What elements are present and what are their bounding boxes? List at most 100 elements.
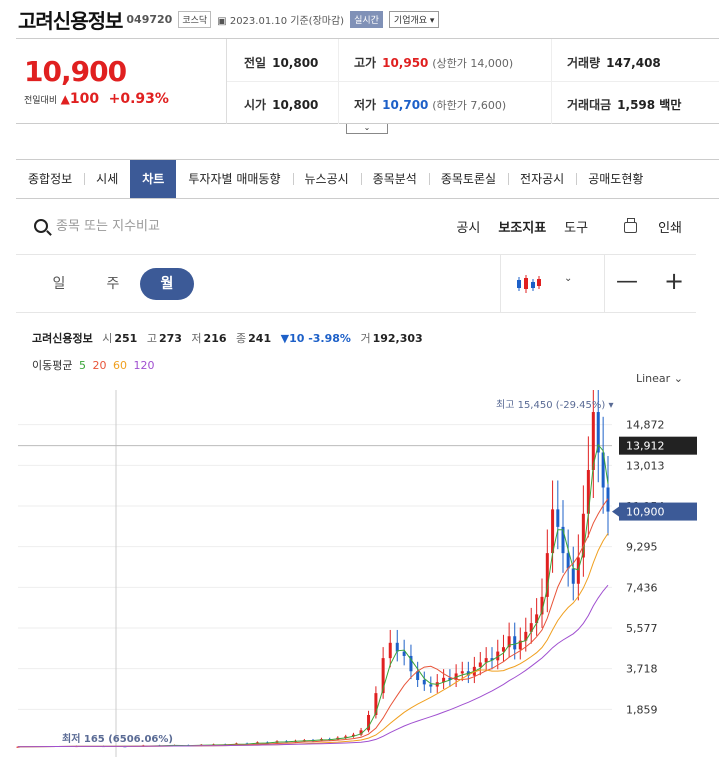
compare-search-input[interactable]	[56, 215, 306, 237]
candle-body	[566, 553, 570, 569]
tab-overview[interactable]: 종합정보	[28, 172, 73, 186]
print-link[interactable]: 인쇄	[606, 217, 682, 236]
legend-change: ▼10 -3.98%	[280, 332, 351, 345]
ma-20[interactable]: 20	[92, 359, 107, 372]
ma-60[interactable]: 60	[112, 359, 127, 372]
candle-body	[381, 658, 385, 694]
crosshair-price-label-bg	[619, 436, 697, 455]
zoom-out-button[interactable]: —	[616, 269, 638, 294]
main-tabs: 종합정보 시세 차트 투자자별 매매동향 뉴스공시 종목분석 종목토론실 전자공…	[16, 159, 719, 199]
volume: 거래량 147,408	[567, 56, 661, 70]
candle-body	[507, 636, 511, 648]
tool-links: 공시 보조지표 도구 인쇄	[438, 217, 682, 236]
up-triangle-icon: ▲	[60, 92, 70, 106]
chevron-down-icon: ⌄	[673, 372, 683, 385]
tab-discussion[interactable]: 종목토론실	[428, 160, 508, 198]
candle-body	[484, 658, 488, 663]
candle-body	[586, 470, 590, 514]
ma-120[interactable]: 120	[133, 359, 155, 372]
candle-body	[513, 636, 517, 650]
legend-volume: 192,303	[372, 332, 423, 345]
high-price: 고가 10,950 (상한가 14,000)	[354, 56, 514, 70]
period-day[interactable]: 일	[52, 276, 66, 292]
tab-short-selling[interactable]: 공매도현황	[576, 160, 655, 198]
moving-average-legend: 이동평균 5 20 60 120	[32, 357, 157, 373]
market-badge: 코스닥	[178, 10, 212, 28]
candle-body	[540, 596, 544, 615]
tools-link[interactable]: 도구	[564, 221, 589, 236]
date-text: ▣ 2023.01.10 기준(장마감)	[217, 15, 345, 27]
ma-label: 이동평균	[32, 359, 73, 372]
period-month[interactable]: 월	[140, 268, 194, 300]
printer-icon	[624, 218, 638, 233]
candle-body	[518, 640, 522, 650]
candle-body	[409, 655, 413, 672]
chevron-down-icon: ⌄	[363, 123, 371, 132]
chevron-down-icon: ▾	[429, 15, 435, 26]
stock-title-bar: 고려신용정보 049720 코스닥 ▣ 2023.01.10 기준(장마감) 실…	[18, 6, 440, 33]
company-overview-dropdown[interactable]: 기업개요 ▾	[388, 10, 440, 28]
candle-body	[367, 715, 371, 731]
candle-body	[395, 642, 399, 652]
candle-body	[344, 736, 348, 738]
ma-line-5	[17, 443, 609, 748]
disclosure-link[interactable]: 공시	[456, 221, 481, 236]
candle-body	[359, 730, 363, 735]
expand-quote-button[interactable]: ⌄	[346, 124, 388, 134]
legend-stock-name: 고려신용정보	[32, 332, 93, 345]
period-week[interactable]: 주	[106, 276, 120, 292]
tab-news[interactable]: 뉴스공시	[292, 160, 361, 198]
candle-body	[496, 651, 500, 661]
candlestick-icon[interactable]	[516, 273, 542, 295]
candle-body	[442, 677, 446, 683]
y-tick-label: 1,859	[626, 703, 658, 716]
low-price: 저가 10,700 (하한가 7,600)	[354, 98, 507, 112]
ma-line-60	[17, 533, 609, 748]
search-icon	[34, 219, 48, 233]
candle-body	[478, 662, 482, 667]
min-annotation: 최저 165 (6506.06%)	[62, 732, 173, 745]
legend-open: 251	[114, 332, 138, 345]
tab-chart[interactable]: 차트	[130, 160, 177, 198]
candle-body	[581, 513, 585, 558]
tab-investor-trading[interactable]: 투자자별 매매동향	[188, 172, 281, 186]
candle-body	[429, 684, 433, 687]
chart-type-chevron-icon[interactable]: ⌄	[564, 273, 573, 284]
legend-low: 216	[203, 332, 227, 345]
candle-body	[576, 557, 580, 584]
zoom-in-button[interactable]: +	[664, 267, 685, 295]
candle-body	[374, 693, 378, 715]
stock-code: 049720	[126, 12, 173, 26]
candle-body	[524, 631, 528, 641]
tab-disclosure[interactable]: 전자공시	[508, 160, 576, 198]
scale-selector[interactable]: Linear ⌄	[636, 372, 683, 385]
candle-body	[448, 677, 452, 680]
price-chart[interactable]: 14,87213,01311,1549,2957,4365,5773,7181,…	[0, 390, 719, 757]
quote-summary: 10,900 전일대비 ▲100 +0.93% 전일 10,800 고가 10,95…	[16, 38, 719, 124]
y-tick-label: 9,295	[626, 541, 658, 554]
realtime-badge[interactable]: 실시간	[350, 10, 383, 28]
current-price-label: 10,900	[626, 506, 665, 519]
candle-body	[591, 412, 595, 470]
change-label: 전일대비	[24, 96, 58, 106]
current-price-pointer	[612, 506, 619, 517]
crosshair-price-label: 13,912	[626, 440, 665, 453]
period-selector: 일 주 월 ⌄ — +	[16, 255, 696, 313]
indicators-link[interactable]: 보조지표	[498, 221, 547, 236]
candle-body	[16, 746, 20, 748]
candle-body	[422, 680, 426, 685]
candle-body	[606, 487, 610, 512]
ma-5[interactable]: 5	[78, 359, 86, 372]
candle-body	[460, 671, 464, 674]
y-tick-label: 7,436	[626, 581, 658, 594]
candle-body	[561, 526, 565, 554]
tab-analysis[interactable]: 종목분석	[360, 160, 429, 198]
stock-name: 고려신용정보	[18, 8, 123, 33]
max-annotation: 최고 15,450 (-29.45%) ▾	[496, 399, 614, 411]
ma-line-120	[17, 584, 609, 748]
candle-body	[416, 671, 420, 680]
price-area: 10,900 전일대비 ▲100 +0.93%	[16, 39, 227, 124]
y-tick-label: 14,872	[626, 419, 665, 432]
tab-price[interactable]: 시세	[84, 160, 130, 198]
